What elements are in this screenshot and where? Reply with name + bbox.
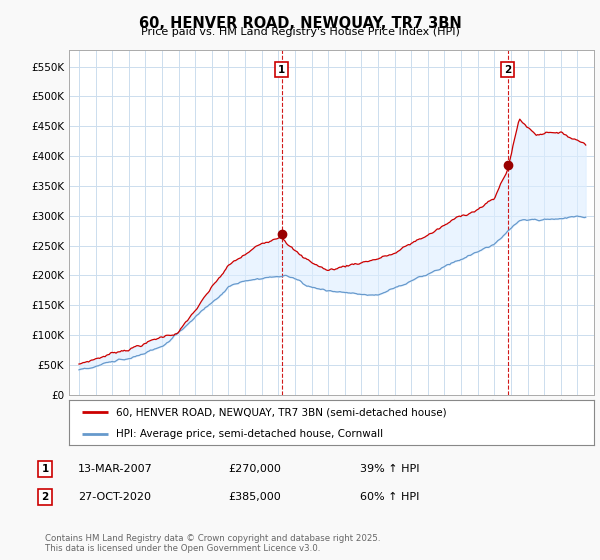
Text: 13-MAR-2007: 13-MAR-2007 xyxy=(78,464,153,474)
Text: £385,000: £385,000 xyxy=(228,492,281,502)
Text: 60, HENVER ROAD, NEWQUAY, TR7 3BN: 60, HENVER ROAD, NEWQUAY, TR7 3BN xyxy=(139,16,461,31)
Text: 2: 2 xyxy=(504,64,511,74)
Text: 60, HENVER ROAD, NEWQUAY, TR7 3BN (semi-detached house): 60, HENVER ROAD, NEWQUAY, TR7 3BN (semi-… xyxy=(116,408,447,418)
Text: Contains HM Land Registry data © Crown copyright and database right 2025.
This d: Contains HM Land Registry data © Crown c… xyxy=(45,534,380,553)
Text: Price paid vs. HM Land Registry's House Price Index (HPI): Price paid vs. HM Land Registry's House … xyxy=(140,27,460,37)
Text: 1: 1 xyxy=(278,64,285,74)
Text: HPI: Average price, semi-detached house, Cornwall: HPI: Average price, semi-detached house,… xyxy=(116,429,383,439)
Text: 60% ↑ HPI: 60% ↑ HPI xyxy=(360,492,419,502)
Text: 2: 2 xyxy=(41,492,49,502)
Text: 27-OCT-2020: 27-OCT-2020 xyxy=(78,492,151,502)
Text: 1: 1 xyxy=(41,464,49,474)
Text: 39% ↑ HPI: 39% ↑ HPI xyxy=(360,464,419,474)
Text: £270,000: £270,000 xyxy=(228,464,281,474)
